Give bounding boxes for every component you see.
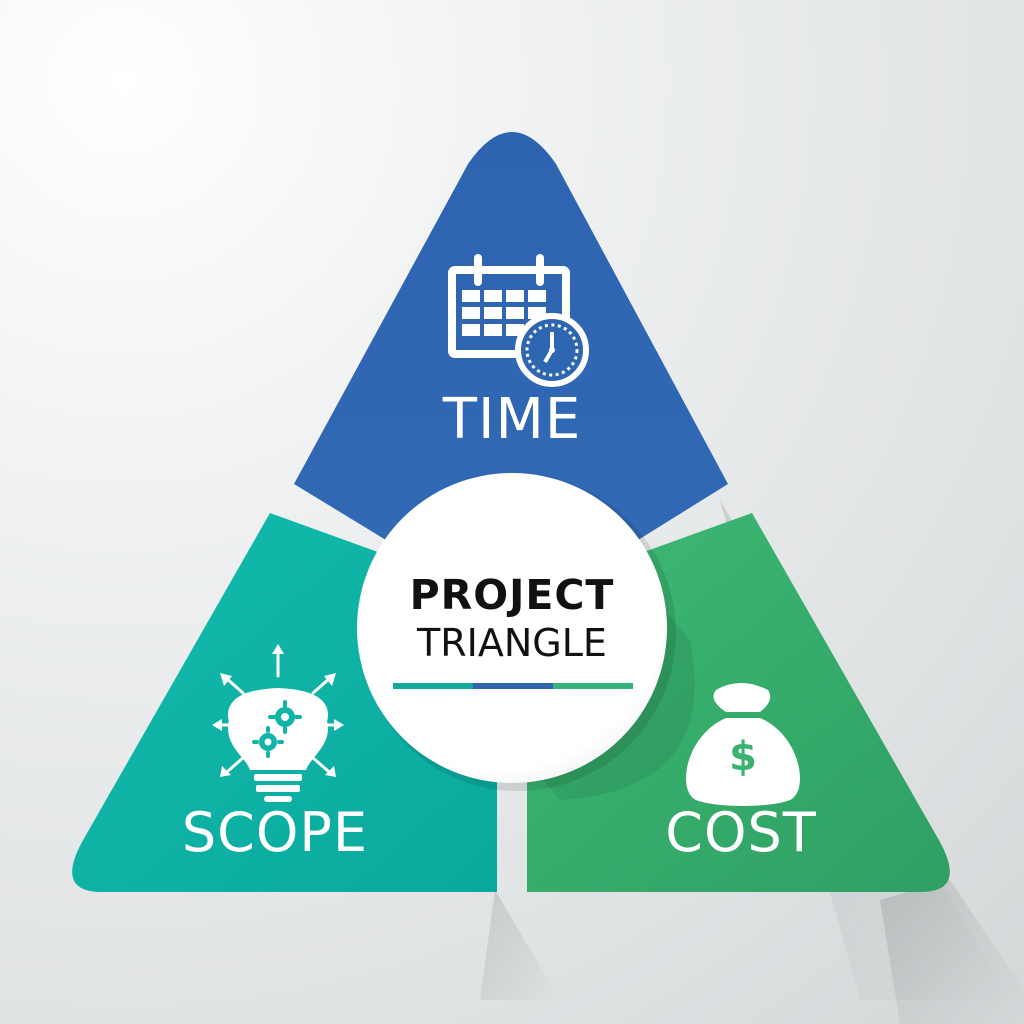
- svg-text:$: $: [729, 734, 757, 780]
- cost-panel-shadow: [880, 880, 1024, 1024]
- money-bag-icon: $: [686, 683, 800, 806]
- center-title: PROJECT TRIANGLE: [362, 570, 662, 666]
- underline-segment-green: [553, 683, 633, 689]
- title-underline: [393, 683, 633, 689]
- scope-label: SCOPE: [181, 801, 369, 864]
- time-label: TIME: [442, 387, 582, 452]
- center-circle: [357, 473, 667, 783]
- cost-label: COST: [665, 801, 817, 864]
- underline-segment-blue: [473, 683, 553, 689]
- title-line-triangle: TRIANGLE: [417, 621, 607, 665]
- scope-panel-shadow: [480, 890, 560, 1000]
- lightbulb-gears-icon: [212, 644, 344, 802]
- time-panel-shadow: [720, 500, 1010, 1000]
- calendar-clock-icon: [448, 254, 589, 387]
- title-line-project: PROJECT: [409, 571, 615, 619]
- underline-segment-teal: [393, 683, 473, 689]
